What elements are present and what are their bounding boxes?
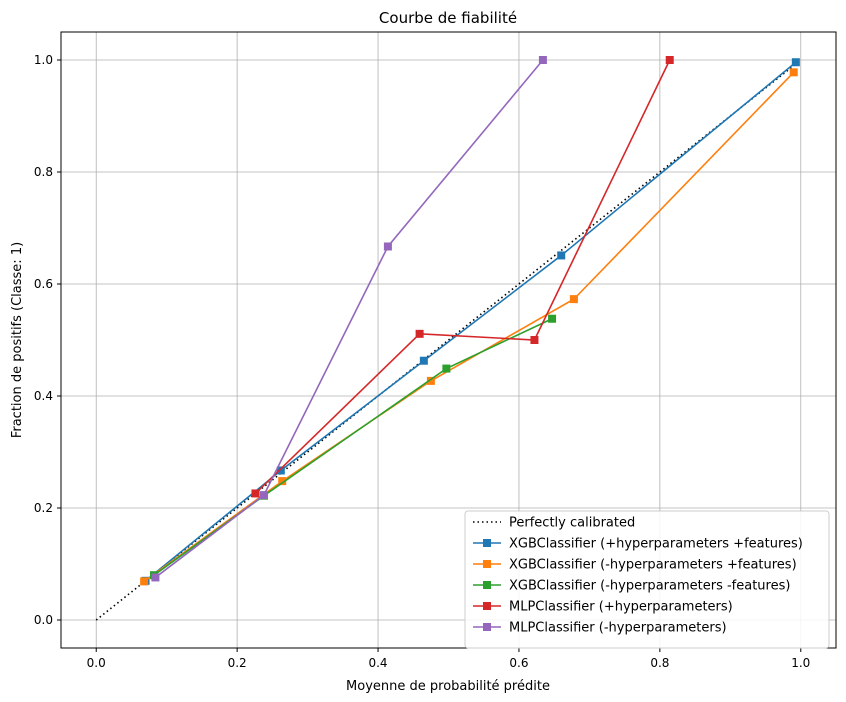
data-point-marker: [791, 58, 800, 67]
legend-label: XGBClassifier (-hyperparameters -feature…: [509, 579, 790, 594]
legend-label: MLPClassifier (+hyperparameters): [509, 600, 733, 615]
legend-marker: [483, 539, 491, 547]
legend-marker: [483, 581, 491, 589]
data-point-marker: [151, 573, 160, 582]
legend-swatch: [473, 581, 501, 589]
series-line: [154, 59, 544, 579]
y-tick-label: 0.4: [34, 389, 53, 403]
legend-marker: [483, 560, 491, 568]
x-tick-label: 0.2: [228, 656, 247, 670]
series-line: [145, 61, 797, 582]
legend-swatch: [473, 602, 501, 610]
legend-label: XGBClassifier (+hyperparameters +feature…: [509, 537, 803, 552]
data-point-marker: [140, 577, 149, 586]
axis-ticks: 0.0 0.2 0.4 0.6 0.8 1.0 0.0 0.2 0.4 0.6 0.8 1.0: [34, 53, 810, 670]
x-axis-label: Moyenne de probabilité prédite: [346, 679, 550, 694]
series-line: [254, 59, 671, 495]
series-4: [251, 56, 674, 498]
y-tick-label: 0.8: [34, 165, 53, 179]
data-point-marker: [426, 376, 435, 385]
legend-marker: [483, 602, 491, 610]
series-line: [153, 317, 553, 576]
legend-label: Perfectly calibrated: [509, 516, 635, 531]
series-1: [141, 58, 800, 585]
legend-swatch: [473, 623, 501, 631]
y-axis-label: Fraction de positifs (Classe: 1): [10, 242, 25, 438]
legend-swatch: [473, 560, 501, 568]
legend: Perfectly calibrated XGBClassifier (+hype…: [464, 510, 830, 649]
y-tick-label: 0.6: [34, 277, 53, 291]
data-point-marker: [419, 356, 428, 365]
data-point-marker: [569, 295, 578, 304]
reference-line-perfectly-calibrated: [95, 59, 802, 621]
x-tick-label: 0.0: [87, 656, 106, 670]
grid-lines: [61, 32, 836, 648]
data-point-marker: [415, 329, 424, 338]
data-point-marker: [530, 336, 539, 344]
data-point-marker: [276, 466, 285, 475]
y-tick-label: 0.2: [34, 501, 53, 515]
x-tick-label: 0.6: [509, 656, 528, 670]
legend-marker: [483, 623, 491, 631]
chart-title: Courbe de fiabilité: [379, 9, 517, 27]
series-2: [140, 68, 798, 586]
plot-frame: [60, 31, 837, 649]
legend-label: XGBClassifier (-hyperparameters +feature…: [509, 558, 797, 573]
y-tick-label: 0.0: [34, 613, 53, 627]
x-tick-label: 0.4: [368, 656, 387, 670]
x-tick-label: 0.8: [650, 656, 669, 670]
data-point-marker: [259, 491, 268, 500]
data-point-marker: [557, 251, 566, 260]
data-point-marker: [278, 477, 287, 486]
legend-label: MLPClassifier (-hyperparameters): [509, 621, 727, 636]
data-point-marker: [789, 68, 798, 77]
series-5: [151, 56, 547, 582]
data-point-marker: [383, 242, 392, 251]
x-tick-label: 1.0: [791, 656, 810, 670]
data-point-marker: [442, 364, 451, 373]
legend-box: [464, 510, 830, 649]
legend-swatch: [473, 539, 501, 547]
plot-area: [95, 56, 802, 621]
data-point-marker: [665, 56, 674, 64]
data-point-marker: [548, 314, 557, 323]
y-tick-label: 1.0: [34, 53, 53, 67]
data-point-marker: [538, 56, 547, 64]
data-point-marker: [251, 489, 260, 498]
